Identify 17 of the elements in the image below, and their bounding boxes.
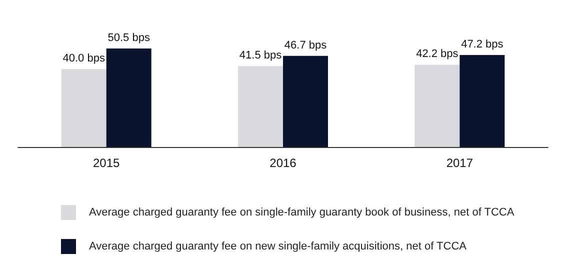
data-label: 40.0 bps: [62, 52, 106, 64]
bar: [460, 54, 505, 147]
bar: [61, 69, 106, 147]
bar: [106, 48, 152, 147]
x-tick-label: 2017: [446, 156, 474, 170]
x-tick-label: 2015: [92, 156, 120, 170]
legend-label: Average charged guaranty fee on new single-family acquisitions, net of TCCA: [89, 240, 468, 252]
bar: [238, 66, 283, 147]
data-label: 42.2 bps: [416, 48, 459, 60]
x-tick-label: 2016: [270, 156, 297, 170]
data-label: 47.2 bps: [461, 38, 504, 50]
bar: [283, 56, 328, 147]
legend-label: Average charged guaranty fee on single-family guaranty book of business, net of TCCA: [89, 206, 515, 218]
data-label: 46.7 bps: [284, 39, 328, 52]
data-label: 50.5 bps: [108, 32, 150, 44]
bar: [414, 64, 460, 147]
data-label: 41.5 bps: [239, 50, 282, 62]
